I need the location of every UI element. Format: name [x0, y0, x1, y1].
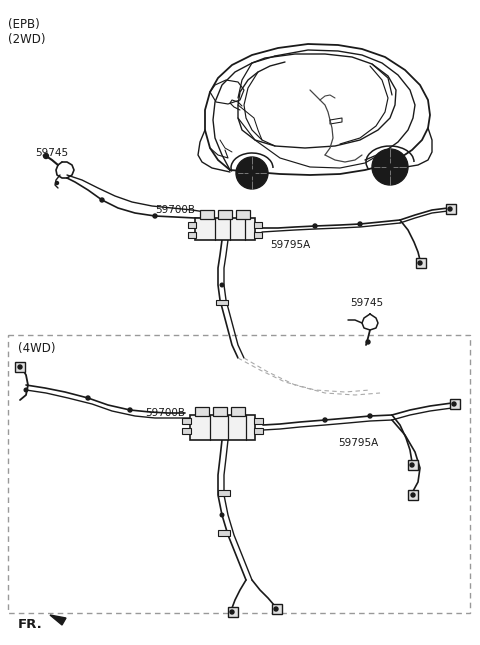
Circle shape	[44, 154, 48, 159]
Text: FR.: FR.	[18, 619, 43, 631]
Bar	[188, 232, 196, 238]
Bar	[218, 490, 230, 496]
Circle shape	[366, 340, 370, 344]
Bar	[216, 300, 228, 305]
Text: 59745: 59745	[35, 148, 68, 158]
Bar	[236, 210, 250, 219]
Circle shape	[274, 607, 278, 611]
Text: 59745: 59745	[350, 298, 383, 308]
Circle shape	[128, 408, 132, 412]
Bar	[218, 530, 230, 536]
Text: 59700B: 59700B	[145, 408, 185, 418]
Text: (EPB)
(2WD): (EPB) (2WD)	[8, 18, 46, 46]
Circle shape	[387, 164, 393, 170]
Polygon shape	[50, 615, 66, 625]
Circle shape	[230, 610, 234, 614]
Bar	[446, 204, 456, 214]
Bar	[188, 222, 196, 228]
Circle shape	[313, 224, 317, 228]
Circle shape	[100, 198, 104, 202]
Bar	[408, 490, 418, 500]
Bar	[15, 362, 25, 372]
Bar	[254, 232, 262, 238]
Bar	[200, 210, 214, 219]
Text: 59700B: 59700B	[155, 205, 195, 215]
Circle shape	[220, 283, 224, 287]
Circle shape	[220, 513, 224, 517]
Circle shape	[411, 493, 415, 497]
Circle shape	[236, 157, 268, 189]
Bar	[254, 428, 263, 434]
Bar	[254, 418, 263, 424]
Circle shape	[418, 261, 422, 265]
Text: (4WD): (4WD)	[18, 342, 56, 355]
Bar	[408, 460, 418, 470]
Bar	[272, 604, 282, 614]
Bar	[195, 407, 209, 416]
Bar	[231, 407, 245, 416]
Circle shape	[153, 214, 157, 218]
Circle shape	[24, 388, 28, 392]
Circle shape	[448, 207, 452, 211]
Bar	[450, 399, 460, 409]
Bar	[182, 428, 191, 434]
Circle shape	[410, 463, 414, 467]
Bar	[218, 210, 232, 219]
Bar	[254, 222, 262, 228]
Circle shape	[86, 396, 90, 400]
Bar	[213, 407, 227, 416]
Text: 59795A: 59795A	[338, 438, 378, 448]
Bar	[228, 607, 238, 617]
Circle shape	[323, 418, 327, 422]
Circle shape	[18, 365, 22, 369]
Circle shape	[372, 149, 408, 185]
Bar	[416, 258, 426, 268]
Circle shape	[249, 170, 255, 176]
Bar	[195, 218, 255, 240]
Text: 59795A: 59795A	[270, 240, 310, 250]
Circle shape	[368, 414, 372, 418]
Bar	[8, 335, 470, 613]
Bar	[190, 415, 255, 440]
Circle shape	[452, 402, 456, 406]
Circle shape	[358, 222, 362, 226]
Bar	[182, 418, 191, 424]
Circle shape	[56, 181, 59, 184]
